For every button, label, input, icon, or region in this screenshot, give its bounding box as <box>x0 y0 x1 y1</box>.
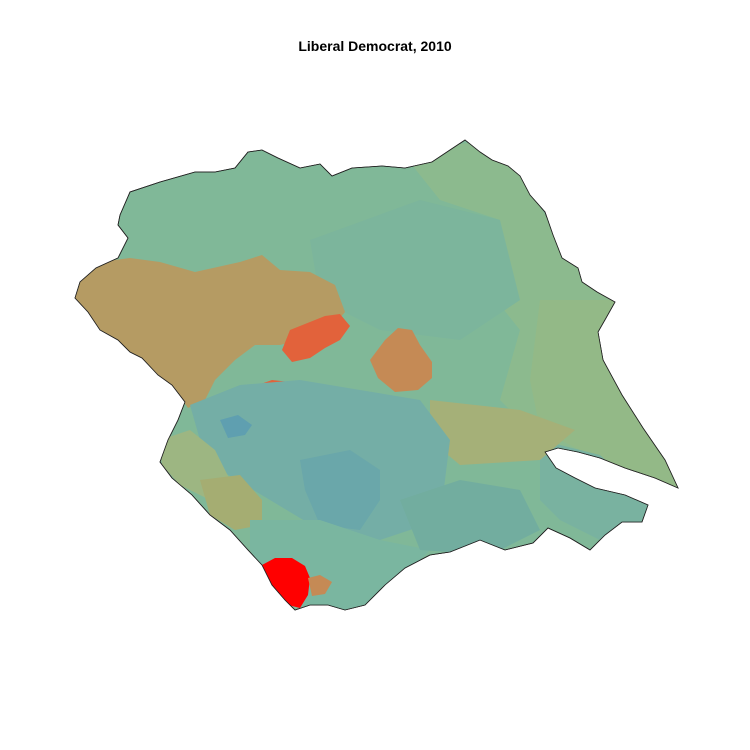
district-holderness <box>530 300 678 490</box>
district-vale <box>310 200 520 340</box>
district-craven-dales <box>75 255 345 408</box>
district-selby <box>430 400 575 465</box>
region-border <box>74 139 679 611</box>
district-sheffield-central <box>308 575 332 596</box>
district-sheffield-hallam <box>262 558 310 608</box>
map-title: Liberal Democrat, 2010 <box>298 38 452 54</box>
district-harrogate <box>282 314 350 362</box>
yorkshire-region <box>74 139 679 611</box>
district-kirklees <box>200 475 262 530</box>
district-york <box>370 328 432 392</box>
district-bradford <box>220 415 252 438</box>
district-wakefield <box>300 450 380 530</box>
district-doncaster <box>400 480 540 552</box>
